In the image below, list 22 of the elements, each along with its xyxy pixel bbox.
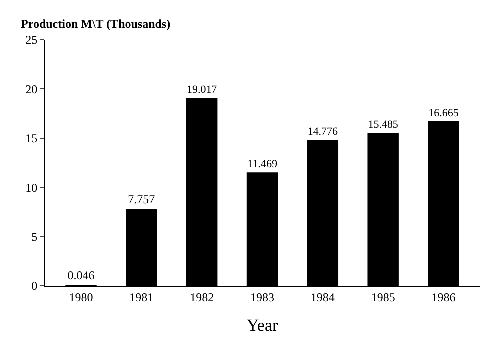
x-tick-label: 1980 <box>69 290 94 304</box>
y-axis-title: Production M\T (Thousands) <box>21 17 171 31</box>
x-axis-title: Year <box>246 316 278 335</box>
x-tick-label: 1984 <box>310 290 335 304</box>
y-tick-label: 25 <box>26 33 38 48</box>
y-tick-label: 0 <box>32 279 38 294</box>
x-tick-label: 1985 <box>371 290 396 304</box>
data-label: 16.665 <box>428 107 460 120</box>
data-label: 19.017 <box>187 84 218 96</box>
y-tick-label: 10 <box>26 180 38 195</box>
data-label: 14.776 <box>308 126 339 138</box>
x-tick-label: 1982 <box>190 290 214 304</box>
y-tick-label: 15 <box>26 132 38 146</box>
x-tick-label: 1986 <box>432 290 456 304</box>
data-label: 11.469 <box>247 158 278 170</box>
y-tick-label: 5 <box>32 230 38 244</box>
data-label: 0.046 <box>68 268 95 283</box>
data-label: 15.485 <box>368 118 399 131</box>
x-tick-label: 1983 <box>250 290 274 304</box>
x-tick-label: 1981 <box>130 290 154 304</box>
y-tick-label: 20 <box>26 82 38 96</box>
data-label: 7.757 <box>128 192 156 207</box>
